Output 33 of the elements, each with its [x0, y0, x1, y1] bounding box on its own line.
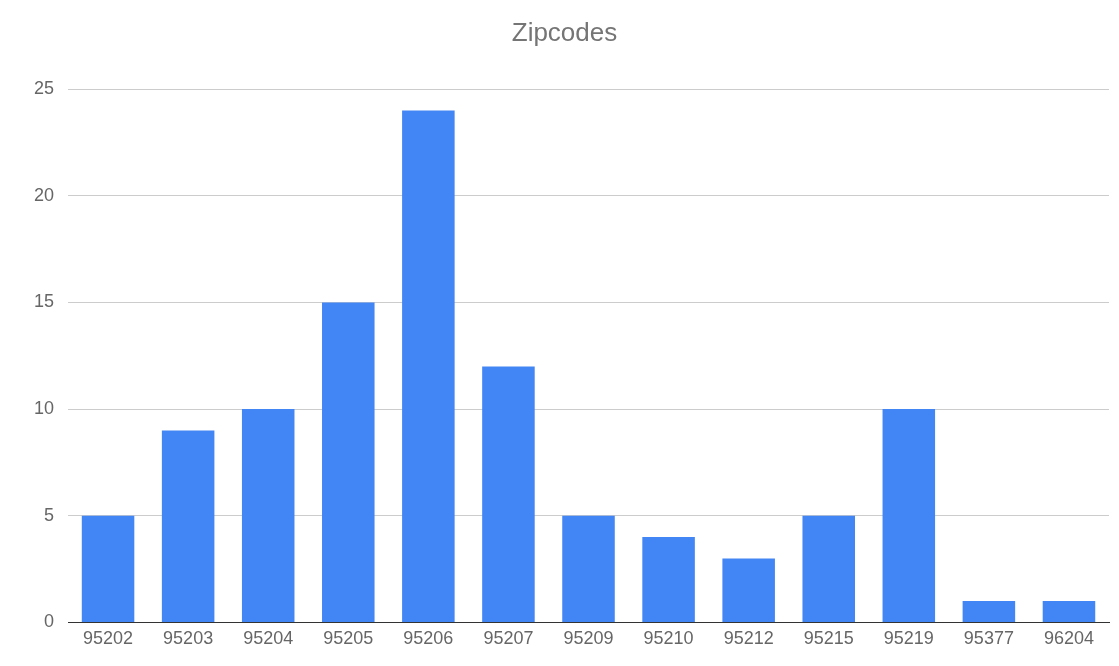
y-tick-label: 5: [44, 504, 55, 525]
bar: [642, 537, 695, 622]
y-tick-label: 25: [33, 78, 55, 99]
x-tick-label: 95209: [563, 628, 614, 649]
bar: [802, 515, 855, 622]
bar: [722, 558, 775, 622]
y-tick-label: 20: [33, 184, 55, 205]
x-tick-label: 95219: [883, 628, 934, 649]
x-tick-label: 95207: [483, 628, 534, 649]
y-tick-label: 15: [33, 291, 55, 312]
bar: [81, 515, 135, 622]
bar: [402, 110, 455, 622]
x-tick-label: 95203: [163, 628, 214, 649]
x-tick-label: 95205: [323, 628, 374, 649]
x-tick-label: 95202: [83, 628, 134, 649]
bar: [882, 409, 936, 622]
y-tick-label: 0: [44, 611, 55, 632]
bar: [241, 409, 295, 622]
x-tick-label: 95215: [803, 628, 854, 649]
x-tick-label: 95212: [723, 628, 774, 649]
bar: [322, 302, 375, 622]
x-tick-label: 95377: [963, 628, 1014, 649]
x-tick-label: 95206: [403, 628, 454, 649]
bar: [962, 601, 1016, 622]
bar: [161, 430, 215, 622]
bar: [562, 515, 615, 622]
x-tick-label: 96204: [1043, 628, 1094, 649]
bar: [482, 366, 535, 622]
y-tick-label: 10: [33, 398, 55, 419]
x-tick-label: 95204: [243, 628, 294, 649]
bar: [1042, 601, 1096, 622]
chart-title: Zipcodes: [511, 16, 618, 47]
x-tick-label: 95210: [643, 628, 694, 649]
